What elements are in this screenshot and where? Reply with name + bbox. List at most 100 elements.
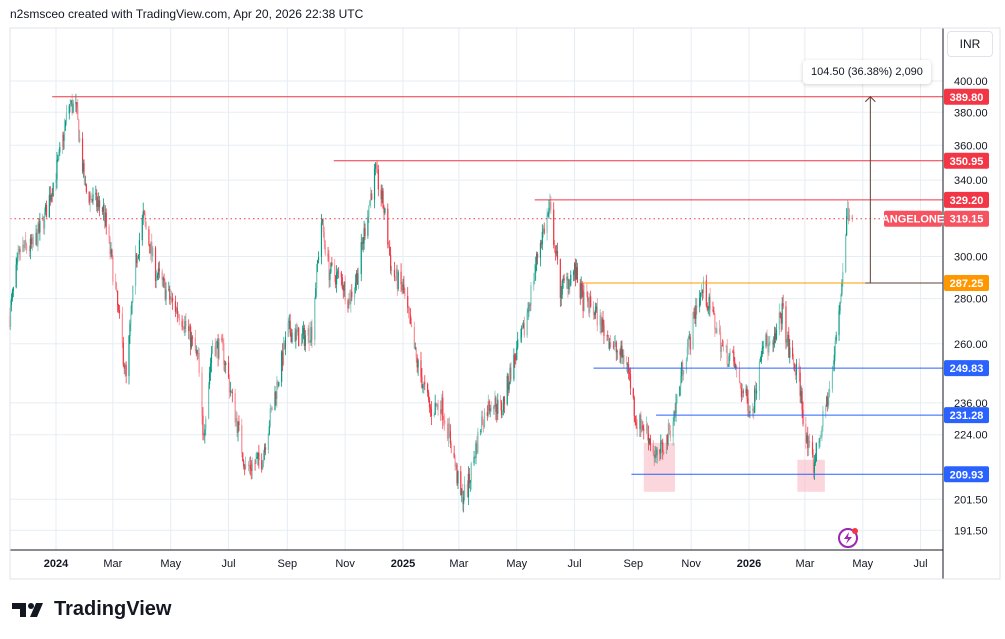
candle: [251, 457, 253, 480]
candle: [827, 392, 829, 412]
candle: [262, 459, 264, 470]
candle-body: [648, 438, 651, 444]
candle: [646, 416, 648, 435]
tradingview-logo[interactable]: TradingView: [12, 598, 171, 621]
candle: [700, 284, 703, 297]
candle: [629, 367, 632, 396]
candle: [408, 305, 410, 319]
candle-body: [17, 253, 19, 259]
candle: [76, 102, 78, 115]
candle-body: [575, 267, 578, 280]
candles: [8, 93, 853, 513]
candle-body: [456, 464, 458, 484]
candle-body: [404, 293, 406, 297]
candle: [573, 269, 575, 282]
candle-body: [370, 193, 372, 201]
candle: [124, 362, 126, 377]
candle: [575, 259, 578, 280]
candle-body: [295, 329, 297, 342]
candle: [254, 459, 256, 471]
candle-body: [759, 361, 761, 363]
candle: [696, 298, 698, 315]
candle-body: [600, 315, 602, 333]
candle-body: [437, 403, 439, 410]
candle-body: [601, 319, 603, 333]
candle-body: [788, 334, 790, 358]
candle: [490, 400, 492, 413]
price-badge: [944, 152, 989, 169]
candle: [45, 200, 48, 218]
candle: [821, 425, 823, 442]
candle: [31, 233, 33, 251]
candle: [128, 334, 130, 385]
measure-label: 104.50 (36.38%) 2,090: [803, 60, 931, 84]
candle-body: [175, 307, 177, 312]
candle-body: [719, 328, 721, 333]
candle-body: [123, 364, 125, 369]
candle-body: [679, 386, 681, 396]
candle-body: [639, 415, 641, 430]
candle: [214, 338, 216, 357]
candle-body: [647, 433, 650, 444]
candle: [692, 311, 694, 350]
candle-body: [634, 416, 636, 422]
candle-body: [210, 353, 213, 364]
candle-body: [258, 452, 260, 461]
candle: [117, 303, 120, 313]
candle-body: [702, 280, 705, 294]
candle: [619, 348, 621, 363]
candle: [536, 251, 538, 272]
candle-body: [290, 333, 292, 343]
candle: [195, 345, 197, 357]
currency-button[interactable]: INR: [947, 31, 993, 57]
candle-body: [323, 232, 325, 242]
candle-body: [208, 384, 210, 419]
candle: [24, 239, 26, 252]
candle: [762, 340, 764, 354]
candle-body: [846, 208, 849, 217]
candle: [151, 233, 153, 264]
candle: [351, 284, 353, 302]
time-tick-label: Mar: [449, 558, 468, 570]
candle: [276, 376, 278, 408]
candle: [250, 460, 252, 480]
candle: [308, 322, 310, 352]
candle: [449, 424, 451, 449]
candle-body: [315, 288, 317, 299]
candle-body: [362, 243, 364, 245]
candle-body: [749, 411, 751, 414]
candle: [184, 315, 186, 336]
candle-body: [673, 411, 675, 422]
candle: [121, 306, 123, 348]
candle: [103, 202, 105, 230]
candle: [48, 186, 50, 218]
candle-body: [567, 276, 569, 289]
candle: [373, 163, 376, 209]
candle-body: [482, 416, 484, 425]
candle-body: [753, 408, 755, 413]
candle-body: [632, 388, 634, 398]
candle: [828, 380, 831, 398]
candle-body: [137, 254, 140, 259]
candle-body: [204, 429, 206, 437]
candle: [198, 347, 200, 377]
candle: [395, 264, 397, 281]
candle: [135, 245, 137, 295]
candle-body: [38, 223, 40, 233]
candle-body: [747, 398, 749, 412]
lightning-icon[interactable]: [838, 528, 858, 548]
candle: [685, 357, 688, 374]
candle-body: [766, 334, 768, 344]
candle: [301, 325, 304, 344]
candle: [348, 292, 350, 309]
candle: [30, 233, 32, 249]
time-tick-label: 2024: [44, 558, 69, 570]
candle-body: [169, 289, 171, 300]
candle-body: [689, 336, 691, 350]
candle-body: [31, 237, 33, 245]
candle-body: [267, 434, 269, 450]
candle-body: [494, 397, 496, 407]
candle: [586, 283, 588, 298]
candle-body: [566, 276, 568, 281]
